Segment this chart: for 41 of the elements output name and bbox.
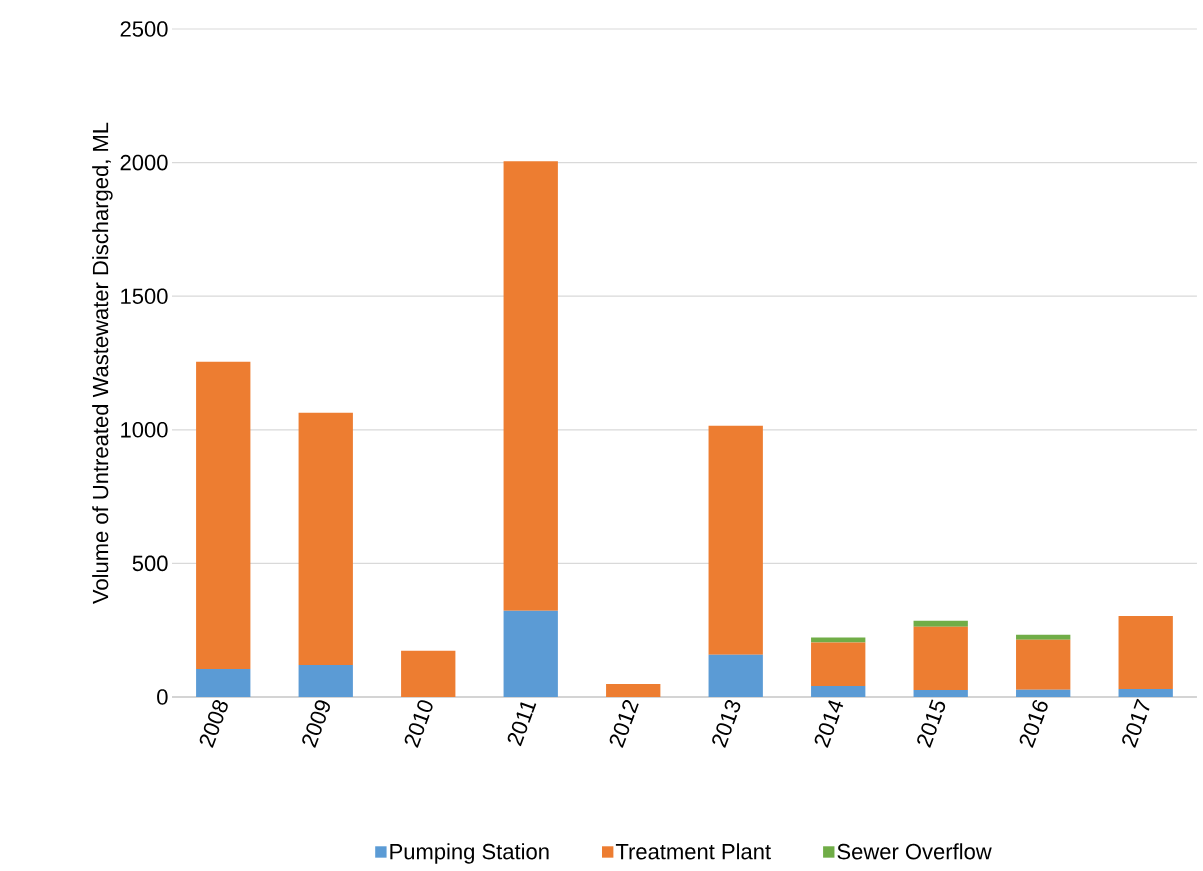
legend-label: Treatment Plant xyxy=(615,843,771,860)
legend-label: Pumping Station xyxy=(390,843,549,864)
bar xyxy=(503,161,558,611)
y-tick-label: 1000 xyxy=(121,422,168,438)
y-tick-label: 2000 xyxy=(120,154,168,171)
x-tick-label: 2012 xyxy=(609,700,639,748)
x-tick-label: 2009 xyxy=(302,700,330,748)
y-tick-label: 500 xyxy=(132,555,168,572)
bar xyxy=(913,626,968,691)
bar xyxy=(1118,616,1173,689)
y-tick-label: 1500 xyxy=(121,288,168,304)
bar xyxy=(298,412,353,665)
bar xyxy=(708,654,763,697)
bar xyxy=(196,668,251,697)
bar xyxy=(811,637,866,643)
bar xyxy=(1118,688,1173,697)
bar xyxy=(298,664,353,697)
bar xyxy=(196,361,251,669)
bar xyxy=(913,620,968,627)
bar xyxy=(1016,689,1071,697)
x-tick-label: 2011 xyxy=(507,702,537,747)
bar xyxy=(811,686,866,697)
bar xyxy=(606,683,661,697)
x-tick-label: 2014 xyxy=(814,700,844,748)
x-tick-label: 2013 xyxy=(712,700,741,748)
x-tick-label: 2010 xyxy=(404,700,433,748)
bar xyxy=(1016,639,1071,690)
x-tick-label: 2016 xyxy=(1019,700,1048,748)
bar xyxy=(913,690,968,697)
y-tick-label: 0 xyxy=(157,689,168,705)
bar xyxy=(1016,634,1071,640)
bar xyxy=(708,425,763,655)
bar xyxy=(401,650,456,697)
bar xyxy=(811,642,866,687)
bar xyxy=(503,610,558,697)
y-tick-label: 2500 xyxy=(120,21,168,37)
x-tick-label: 2017 xyxy=(1122,698,1150,748)
x-tick-label: 2015 xyxy=(917,699,946,748)
y-axis-title: Volume of Untreated Wastewater Discharged, ML xyxy=(92,122,113,604)
legend-label: Sewer Overflow xyxy=(837,843,992,860)
x-tick-label: 2008 xyxy=(199,700,228,748)
